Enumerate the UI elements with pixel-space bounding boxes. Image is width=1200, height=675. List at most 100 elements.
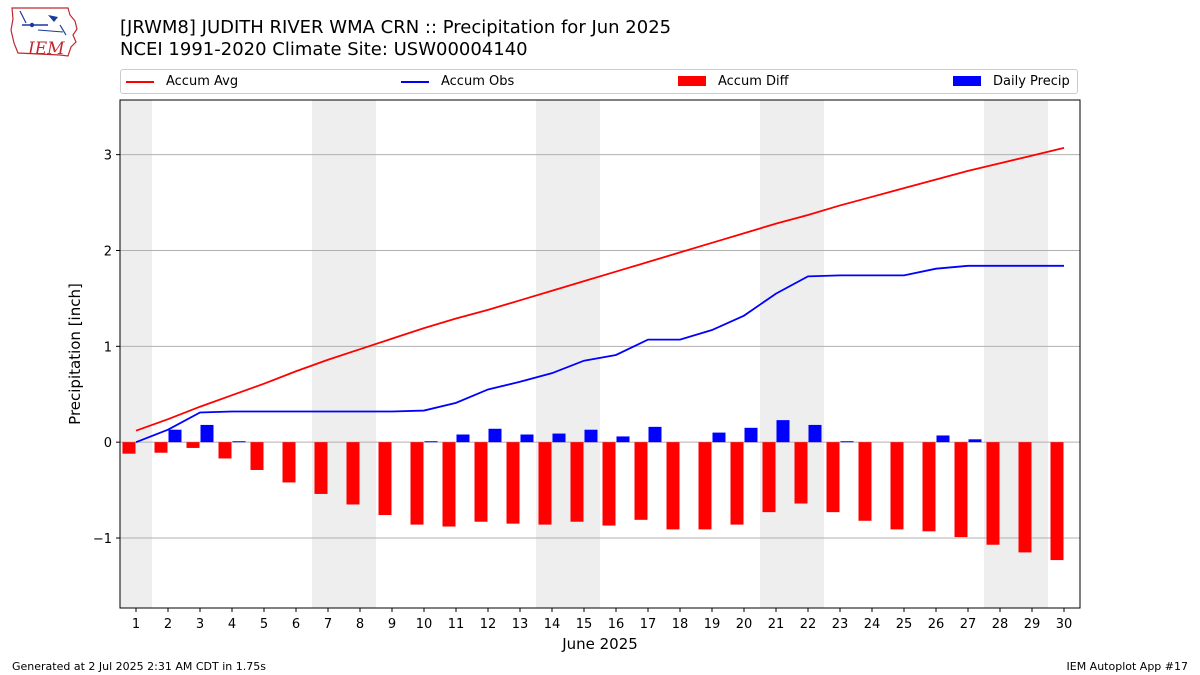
- x-tick-label: 22: [800, 617, 817, 632]
- x-tick-label: 4: [228, 617, 236, 632]
- daily-precip-bar: [936, 435, 950, 443]
- legend-swatch-accum-obs: [401, 81, 429, 83]
- x-tick-label: 30: [1056, 617, 1073, 632]
- x-tick-label: 25: [896, 617, 913, 632]
- daily-precip-bar: [648, 426, 662, 443]
- y-tick-label: 0: [104, 436, 112, 451]
- accum-diff-bar: [378, 442, 392, 516]
- accum-diff-bar: [730, 442, 744, 525]
- daily-precip-bar: [488, 428, 502, 443]
- legend-swatch-accum-diff: [678, 76, 706, 86]
- daily-precip-bar: [776, 420, 790, 443]
- accum-diff-bar: [250, 442, 264, 470]
- daily-precip-bar: [168, 429, 182, 443]
- accum-diff-bar: [794, 442, 808, 504]
- x-tick-label: 21: [768, 617, 785, 632]
- x-tick-label: 27: [960, 617, 977, 632]
- accum-diff-bar: [826, 442, 840, 513]
- daily-precip-bar: [520, 434, 534, 443]
- accum-diff-bar: [634, 442, 648, 520]
- daily-precip-bar: [584, 429, 598, 443]
- accum-diff-bar: [154, 442, 168, 453]
- x-tick-label: 12: [480, 617, 497, 632]
- x-tick-label: 13: [512, 617, 529, 632]
- y-tick-label: 1: [104, 340, 112, 355]
- x-tick-label: 28: [992, 617, 1009, 632]
- x-tick-label: 11: [448, 617, 465, 632]
- daily-precip-bar: [712, 432, 726, 443]
- x-tick-label: 14: [544, 617, 561, 632]
- accum-diff-bar: [538, 442, 552, 525]
- legend-swatch-accum-avg: [126, 81, 154, 83]
- accum-diff-bar: [762, 442, 776, 513]
- accum-diff-bar: [282, 442, 296, 483]
- accum-diff-bar: [954, 442, 968, 538]
- accum-diff-bar: [1018, 442, 1032, 553]
- legend-label-accum-diff: Accum Diff: [718, 74, 789, 89]
- x-tick-label: 19: [704, 617, 721, 632]
- daily-precip-bar: [840, 441, 854, 443]
- x-tick-label: 15: [576, 617, 593, 632]
- weekend-band: [120, 100, 152, 608]
- x-tick-label: 1: [132, 617, 140, 632]
- daily-precip-bar: [456, 434, 470, 443]
- x-tick-label: 18: [672, 617, 689, 632]
- x-tick-label: 24: [864, 617, 881, 632]
- x-tick-label: 26: [928, 617, 945, 632]
- accum-diff-bar: [314, 442, 328, 494]
- daily-precip-bar: [232, 441, 246, 443]
- iem-logo: IEM: [8, 5, 80, 60]
- x-tick-label: 7: [324, 617, 332, 632]
- iowa-state-outline-icon: [10, 7, 78, 57]
- daily-precip-bar: [744, 427, 758, 443]
- app-credit: IEM Autoplot App #17: [1066, 660, 1189, 673]
- accum-diff-bar: [890, 442, 904, 530]
- y-tick-label: −1: [93, 532, 112, 547]
- x-tick-label: 8: [356, 617, 364, 632]
- accum-obs-line: [135, 264, 1064, 444]
- x-tick-label: 5: [260, 617, 268, 632]
- daily-precip-bar: [808, 424, 822, 443]
- x-tick-label: 16: [608, 617, 625, 632]
- x-tick-label: 3: [196, 617, 204, 632]
- chart-subtitle: NCEI 1991-2020 Climate Site: USW00004140: [120, 39, 528, 60]
- logo-text: IEM: [28, 39, 65, 59]
- accum-diff-bar: [410, 442, 424, 525]
- accum-diff-bar: [506, 442, 520, 524]
- accum-diff-bar: [442, 442, 456, 527]
- accum-diff-bar: [922, 442, 936, 532]
- daily-precip-bar: [968, 439, 982, 443]
- x-tick-label: 10: [416, 617, 433, 632]
- x-tick-label: 6: [292, 617, 300, 632]
- x-tick-label: 17: [640, 617, 657, 632]
- x-tick-label: 2: [164, 617, 172, 632]
- y-tick-label: 3: [104, 149, 112, 164]
- accum-diff-bar: [570, 442, 584, 522]
- accum-diff-bar: [346, 442, 360, 505]
- daily-precip-bar: [424, 441, 438, 443]
- daily-precip-bar: [552, 433, 566, 443]
- weekend-band: [536, 100, 600, 608]
- accum-diff-bar: [986, 442, 1000, 545]
- accum-diff-bar: [474, 442, 488, 522]
- y-tick-label: 2: [104, 244, 112, 259]
- accum-diff-bar: [1050, 442, 1064, 561]
- x-tick-label: 9: [388, 617, 396, 632]
- chart-legend: Accum Avg Accum Obs Accum Diff Daily Pre…: [120, 69, 1078, 94]
- legend-label-daily-precip: Daily Precip: [993, 74, 1070, 89]
- x-tick-label: 29: [1024, 617, 1041, 632]
- x-tick-label: 23: [832, 617, 849, 632]
- daily-precip-bar: [200, 424, 214, 443]
- legend-label-accum-obs: Accum Obs: [441, 74, 515, 89]
- accum-diff-bar: [698, 442, 712, 530]
- accum-diff-bar: [602, 442, 616, 526]
- generated-timestamp: Generated at 2 Jul 2025 2:31 AM CDT in 1…: [12, 660, 266, 673]
- y-axis-label: Precipitation [inch]: [66, 283, 84, 425]
- legend-swatch-daily-precip: [953, 76, 981, 86]
- x-tick-label: 20: [736, 617, 753, 632]
- legend-label-accum-avg: Accum Avg: [166, 74, 239, 89]
- accum-diff-bar: [122, 442, 136, 454]
- accum-diff-bar: [218, 442, 232, 459]
- plot-frame: [119, 99, 1081, 609]
